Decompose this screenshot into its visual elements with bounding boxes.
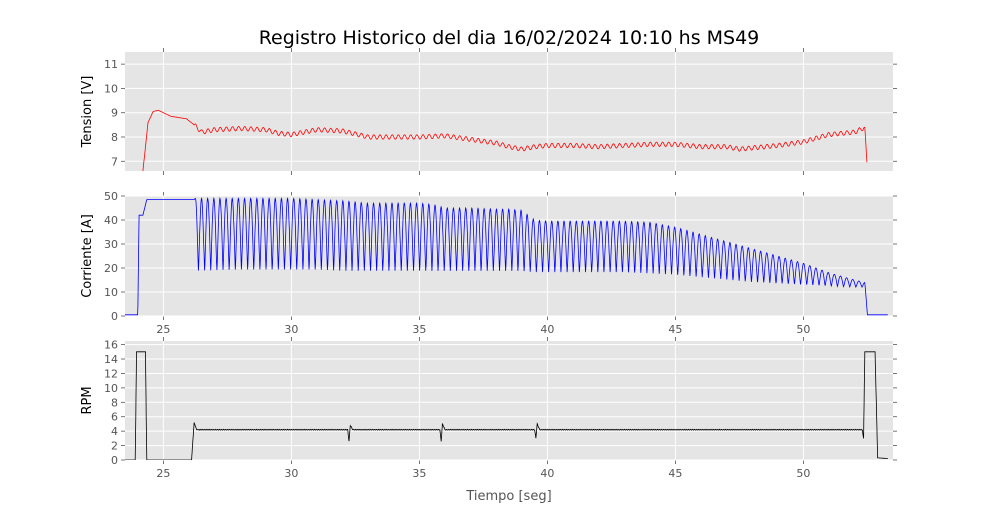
y-tick-label: 0 [111,310,118,323]
y-tick-label: 12 [104,367,118,380]
y-tick-label: 0 [111,454,118,467]
x-axis-label: Tiempo [seg] [465,489,551,504]
y-tick-label: 40 [104,214,118,227]
x-tick-label: 50 [796,323,810,336]
x-tick-label: 45 [668,323,682,336]
y-tick-label: 4 [111,425,118,438]
y-tick-label: 20 [104,262,118,275]
panel-background [125,341,893,460]
series-line-tension [142,109,868,171]
y-tick-label: 10 [104,82,118,95]
y-tick-label: 2 [111,440,118,453]
y-tick-label: 14 [104,353,118,366]
series-line-rpm [125,351,889,460]
panel-corriente: 25 30 35 40 45 50 0 10 20 30 40 50 Corriente [A] [80,190,897,336]
series-line-corriente [125,197,888,316]
y-tick-label: 50 [104,190,118,203]
panel-background [125,52,893,171]
y-tick-label: 9 [111,107,118,120]
y-tick-label: 10 [104,286,118,299]
x-tick-label: 50 [796,467,810,480]
x-tick-label: 25 [156,323,170,336]
y-tick-label: 10 [104,382,118,395]
y-axis-label-tension: Tension [V] [80,76,95,149]
x-tick-label: 35 [412,467,426,480]
x-tick-label: 40 [540,467,554,480]
y-tick-label: 11 [104,58,118,71]
x-tick-label: 30 [284,323,298,336]
x-tick-label: 30 [284,467,298,480]
panel-tension: 7 8 9 10 11 Tension [V] [80,48,897,175]
y-axis-label-rpm: RPM [80,386,95,414]
x-tick-label: 40 [540,323,554,336]
chart-title: Registro Historico del dia 16/02/2024 10… [259,27,760,49]
panel-background [125,196,893,316]
x-tick-label: 45 [668,467,682,480]
y-tick-label: 30 [104,238,118,251]
y-tick-label: 7 [111,155,118,168]
y-tick-label: 16 [104,339,118,352]
x-tick-label: 35 [412,323,426,336]
y-tick-label: 8 [111,131,118,144]
y-tick-label: 6 [111,411,118,424]
y-tick-label: 8 [111,396,118,409]
y-axis-label-corriente: Corriente [A] [80,214,95,298]
x-tick-label: 25 [156,467,170,480]
